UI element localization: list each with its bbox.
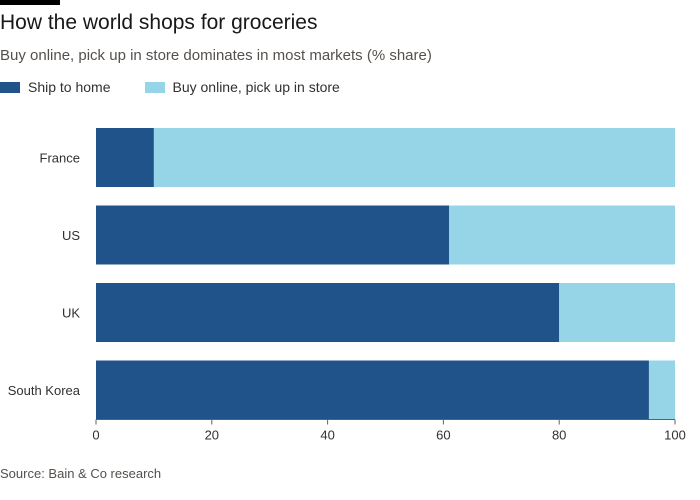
x-tick-label-100: 100 (664, 428, 686, 443)
x-tick-label-40: 40 (320, 428, 334, 443)
chart-subtitle: Buy online, pick up in store dominates i… (0, 47, 432, 64)
legend-swatch-pick-up-in-store (144, 81, 165, 93)
source-note: Source: Bain & Co research (0, 466, 162, 481)
category-label-us: US (62, 228, 80, 243)
legend-swatch-ship-to-home (0, 81, 20, 93)
bar-south-korea-buy-online-pick-up-in-store (648, 360, 675, 420)
x-tick-label-80: 80 (552, 428, 566, 443)
bar-uk-buy-online-pick-up-in-store (559, 283, 675, 342)
legend: Ship to home Buy online, pick up in stor… (0, 79, 374, 95)
category-label-uk: UK (62, 306, 80, 321)
bar-france-buy-online-pick-up-in-store (153, 128, 675, 187)
bar-south-korea-ship-to-home (96, 360, 649, 420)
legend-label-ship-to-home: Ship to home (28, 79, 111, 95)
x-tick-label-60: 60 (436, 428, 450, 443)
brand-bar (0, 0, 60, 5)
bar-us-ship-to-home (96, 205, 450, 265)
bar-france-ship-to-home (96, 128, 154, 187)
legend-item-ship-to-home: Ship to home (0, 79, 111, 95)
x-tick-label-20: 20 (205, 428, 219, 443)
legend-label-pick-up-in-store: Buy online, pick up in store (172, 79, 340, 95)
chart-title: How the world shops for groceries (0, 11, 318, 34)
bar-us-buy-online-pick-up-in-store (449, 205, 675, 265)
bar-uk-ship-to-home (96, 283, 560, 342)
legend-item-pick-up-in-store: Buy online, pick up in store (144, 79, 340, 95)
category-label-south-korea: South Korea (8, 383, 81, 398)
x-tick-label-0: 0 (92, 428, 99, 443)
bar-chart: France US UK South Korea 0 20 40 60 80 100 (8, 128, 686, 443)
category-label-france: France (40, 151, 80, 166)
